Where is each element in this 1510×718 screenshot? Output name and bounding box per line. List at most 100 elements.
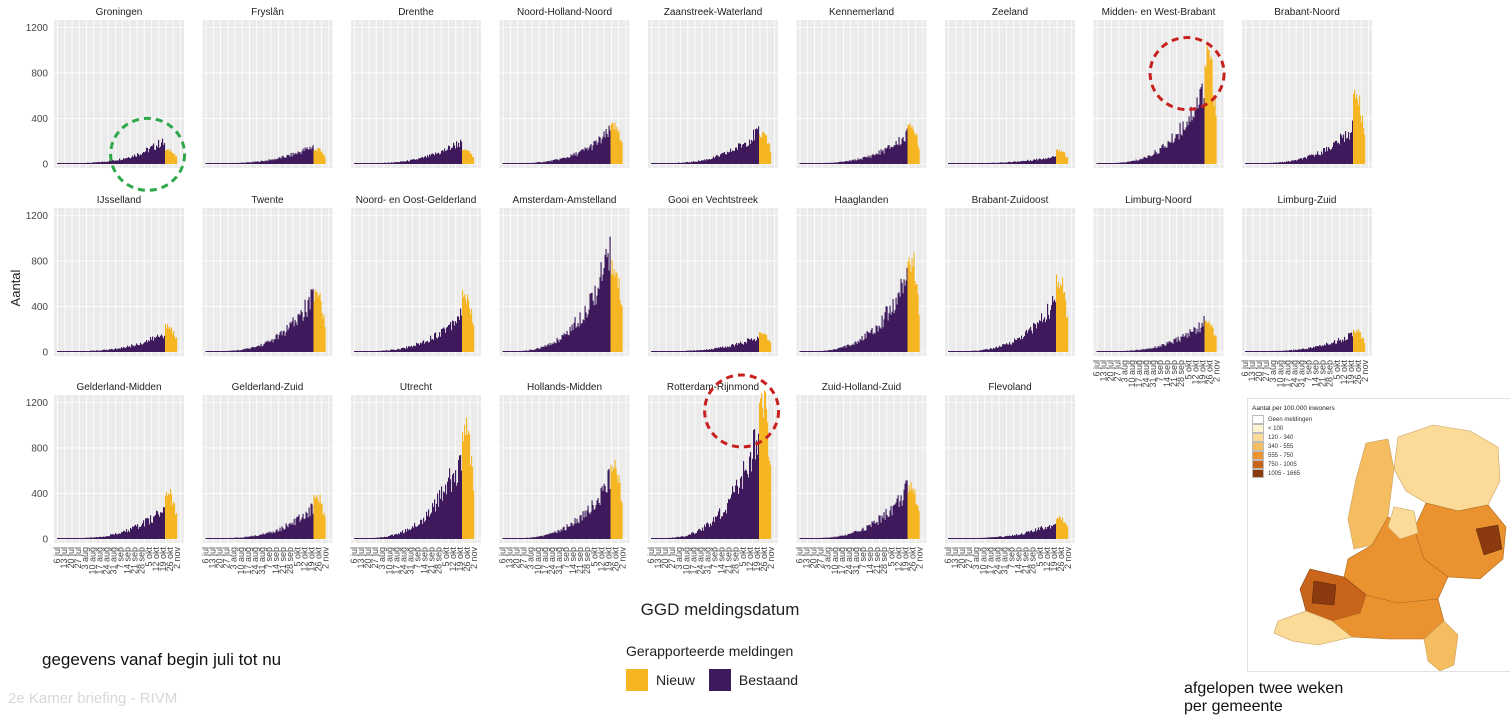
bar [739,487,741,539]
bar [868,157,870,164]
bar [1179,341,1181,352]
bar [1301,349,1303,352]
bar [65,538,67,539]
bar [986,349,988,352]
bar [443,151,445,164]
bar [545,161,547,164]
bar [365,351,367,352]
bar [1001,162,1003,164]
bar [817,538,819,539]
bar [376,351,378,352]
bar [123,347,125,352]
bar [1268,162,1270,164]
bar [1319,155,1321,164]
bar [732,150,734,164]
y-tick-label: 400 [31,302,48,313]
bar [526,350,528,352]
bar [254,535,256,539]
bar [1294,350,1296,352]
bar [1055,523,1057,539]
bar [971,350,973,352]
bar [954,163,956,164]
bar [1124,351,1126,352]
bar [711,158,713,164]
bar [1061,150,1063,164]
bar [1142,348,1144,352]
bar [568,158,570,164]
bar [256,535,258,539]
bar [1214,97,1216,164]
bar [465,149,467,164]
bar [555,343,557,352]
bar [689,350,691,352]
bar [86,351,88,352]
bar [662,538,664,539]
x-tick-label: 31 aug [108,547,118,575]
bar [770,342,772,352]
bar [1141,158,1143,164]
bar [170,488,172,539]
bar [209,163,211,164]
bar [996,536,998,539]
bar [394,534,396,539]
bar [318,502,320,539]
bar [514,163,516,164]
bar [1145,157,1147,164]
bar [57,163,59,164]
bar [1287,161,1289,164]
bar [306,513,308,539]
bar [174,153,176,164]
bar [876,326,878,352]
bar [75,351,77,352]
bar [425,156,427,164]
bar [671,163,673,164]
bar [731,344,733,352]
bar [909,264,911,352]
bar [905,480,907,539]
x-tick-label: 14 sep [1311,360,1321,387]
x-tick-label: 2 nov [469,547,479,570]
bar [291,522,293,539]
bar [1149,155,1151,164]
bar [145,151,147,164]
x-tick-label: 6 jul [943,547,953,564]
bar [142,153,144,164]
bar [754,429,756,539]
bar [387,536,389,539]
bar [839,535,841,539]
bar [1019,337,1021,352]
x-tick-label: 6 jul [349,547,359,564]
bar [714,158,716,164]
bar [378,350,380,352]
bar [256,161,258,164]
bar [1247,163,1249,164]
bar [142,344,144,352]
bar [595,304,597,352]
bar [521,351,523,352]
bar [760,332,762,352]
bar [413,345,415,352]
bar [713,349,715,352]
bar [660,163,662,164]
x-tick-label: 21 sep [724,547,734,574]
bar [394,162,396,164]
y-tick-label: 0 [42,535,48,546]
bar [899,501,901,539]
bar [1312,348,1314,352]
bar [162,336,164,352]
bar [828,349,830,352]
bar [993,537,995,539]
bar [719,156,721,164]
bar [1030,530,1032,539]
bar [686,350,688,352]
bar [509,351,511,352]
bar [1174,138,1176,164]
bar [849,346,851,352]
bar [226,351,228,352]
bar [148,152,150,164]
bar [884,312,886,352]
bar [278,530,280,539]
bar [752,458,754,539]
bar [302,148,304,164]
bar [601,280,603,352]
